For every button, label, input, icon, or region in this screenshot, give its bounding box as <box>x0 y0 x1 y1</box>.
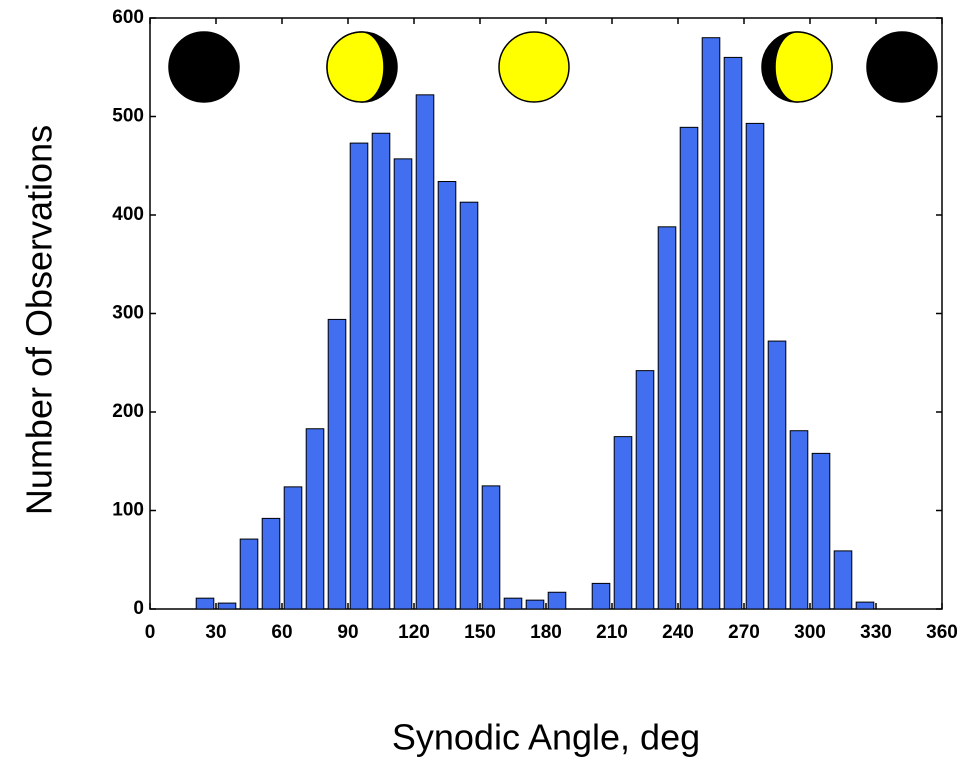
bar <box>459 201 479 610</box>
bar <box>349 142 369 610</box>
x-tick-label: 150 <box>464 622 496 643</box>
new-moon <box>866 31 938 103</box>
bar <box>283 486 303 610</box>
bar <box>591 582 611 610</box>
bar <box>767 340 787 610</box>
x-tick-label: 360 <box>926 622 958 643</box>
bar <box>481 485 501 610</box>
bar <box>855 601 875 610</box>
y-tick-label: 400 <box>112 204 144 225</box>
bar <box>415 94 435 610</box>
y-tick-label: 600 <box>112 7 144 28</box>
bar <box>393 158 413 610</box>
x-tick-label: 0 <box>145 622 156 643</box>
x-tick-label: 60 <box>271 622 292 643</box>
x-tick-label: 180 <box>530 622 562 643</box>
x-tick-label: 270 <box>728 622 760 643</box>
bar <box>195 597 215 610</box>
x-axis-title: Synodic Angle, deg <box>392 717 700 758</box>
crescent-moon-lit <box>326 31 385 103</box>
bar <box>811 452 831 610</box>
x-tick-label: 90 <box>337 622 358 643</box>
x-tick-label: 30 <box>205 622 226 643</box>
bar <box>217 602 237 610</box>
full-moon <box>498 31 570 103</box>
y-tick-label: 0 <box>133 598 144 619</box>
bar <box>437 181 457 610</box>
bar <box>547 591 567 610</box>
bar <box>833 550 853 610</box>
bar <box>657 226 677 610</box>
y-tick-label: 200 <box>112 401 144 422</box>
x-tick-label: 120 <box>398 622 430 643</box>
moon-phases <box>168 31 938 103</box>
x-tick-label: 330 <box>860 622 892 643</box>
bar <box>503 597 523 610</box>
bar <box>635 370 655 610</box>
bar <box>239 538 259 610</box>
bar <box>261 517 281 610</box>
bar <box>613 436 633 610</box>
y-axis-title: Number of Observations <box>19 125 60 515</box>
y-tick-label: 500 <box>112 106 144 127</box>
y-tick-label: 300 <box>112 303 144 324</box>
x-tick-label: 210 <box>596 622 628 643</box>
y-tick-label: 100 <box>112 500 144 521</box>
bar <box>525 599 545 610</box>
x-tick-label: 300 <box>794 622 826 643</box>
bar <box>745 122 765 610</box>
bar <box>327 318 347 610</box>
bar <box>701 37 721 610</box>
bar <box>371 132 391 610</box>
bar <box>789 430 809 610</box>
bar <box>305 428 325 610</box>
bar <box>679 126 699 610</box>
crescent-moon-lit <box>774 31 833 103</box>
bar <box>723 56 743 610</box>
x-tick-label: 240 <box>662 622 694 643</box>
new-moon <box>168 31 240 103</box>
